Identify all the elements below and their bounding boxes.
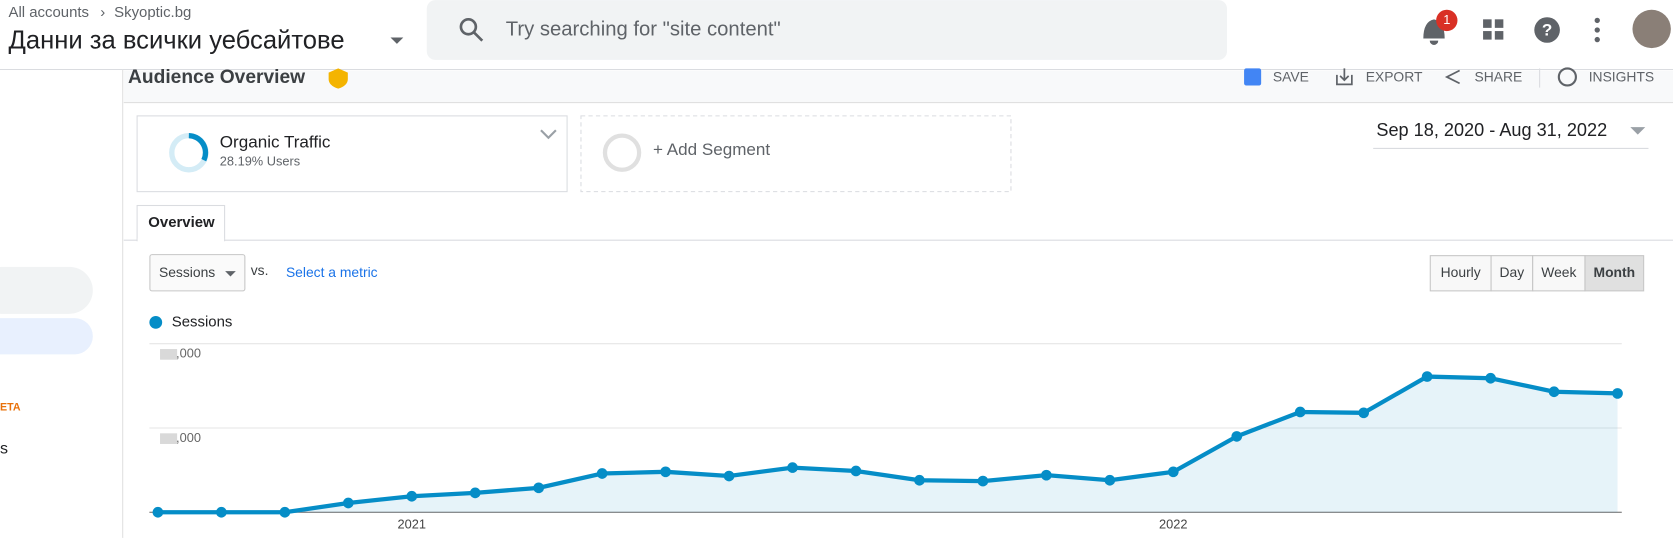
insights-button[interactable]: INSIGHTS bbox=[1589, 69, 1654, 85]
sidebar-item[interactable]: s bbox=[0, 441, 8, 458]
point bbox=[596, 468, 608, 479]
search-placeholder: Try searching for "site content" bbox=[506, 18, 781, 40]
point bbox=[1231, 431, 1243, 442]
point bbox=[977, 475, 989, 487]
point bbox=[533, 482, 545, 494]
more[interactable] bbox=[1594, 17, 1600, 43]
date-range[interactable]: Sep 18, 2020 - Aug 31, 2022 bbox=[1376, 120, 1607, 140]
line bbox=[157, 374, 1618, 515]
svg-text:›: › bbox=[100, 4, 105, 21]
granularity-button[interactable] bbox=[1429, 255, 1492, 292]
point bbox=[660, 466, 671, 478]
breadcrumb[interactable]: Skyoptic.bg bbox=[114, 4, 191, 21]
granularity-button[interactable] bbox=[1532, 255, 1586, 292]
point bbox=[1421, 371, 1433, 382]
legend-label: Sessions bbox=[172, 313, 233, 330]
point bbox=[406, 490, 418, 502]
point bbox=[850, 465, 862, 477]
notification-count: 1 bbox=[1443, 12, 1450, 27]
point bbox=[1167, 466, 1179, 478]
point bbox=[152, 506, 164, 518]
point bbox=[469, 487, 481, 499]
x-tick-label: 2022 bbox=[1159, 516, 1187, 531]
metric-label: Sessions bbox=[159, 264, 215, 280]
point bbox=[1104, 474, 1116, 486]
point bbox=[1358, 407, 1370, 419]
point bbox=[1612, 388, 1623, 399]
point bbox=[216, 506, 227, 518]
granularity-label: Week bbox=[1541, 264, 1576, 280]
segment-card[interactable] bbox=[136, 115, 568, 193]
report-title: Audience Overview bbox=[128, 67, 305, 88]
add-segment-label: + Add Segment bbox=[653, 140, 770, 159]
add-segment[interactable] bbox=[580, 115, 1012, 193]
granularity-button[interactable] bbox=[1584, 255, 1645, 292]
granularity-label: Month bbox=[1594, 264, 1636, 280]
legend-marker bbox=[149, 315, 163, 329]
help[interactable] bbox=[1534, 17, 1560, 43]
tab-label: Overview bbox=[148, 214, 215, 231]
segment-detail: 28.19% Users bbox=[220, 154, 300, 169]
point bbox=[342, 497, 354, 509]
vs-label: vs. bbox=[251, 262, 269, 278]
save-button[interactable]: SAVE bbox=[1273, 69, 1309, 85]
metric-dropdown[interactable] bbox=[149, 254, 246, 292]
y-tick-label: ,000 bbox=[176, 430, 201, 445]
point bbox=[1548, 386, 1560, 398]
granularity-label: Hourly bbox=[1441, 264, 1481, 280]
point bbox=[1485, 372, 1496, 384]
area bbox=[157, 376, 1618, 513]
avatar[interactable] bbox=[1632, 9, 1671, 49]
redaction bbox=[160, 433, 178, 444]
view-selector[interactable]: Данни за всички уебсайтове bbox=[9, 27, 345, 55]
breadcrumb[interactable]: All accounts bbox=[9, 4, 89, 21]
point bbox=[914, 474, 925, 486]
sidebar-section: ETA bbox=[0, 402, 21, 414]
segment-name: Organic Traffic bbox=[220, 133, 331, 152]
select-metric[interactable]: Select a metric bbox=[286, 264, 378, 280]
y-tick-label: ,000 bbox=[176, 346, 201, 361]
point bbox=[1041, 469, 1052, 481]
point bbox=[1294, 406, 1306, 418]
apps[interactable] bbox=[1483, 19, 1504, 40]
point bbox=[787, 462, 798, 473]
share-button[interactable]: SHARE bbox=[1475, 69, 1523, 85]
point bbox=[279, 506, 291, 518]
x-tick-label: 2021 bbox=[398, 516, 426, 531]
export-button[interactable]: EXPORT bbox=[1366, 69, 1423, 85]
granularity-button[interactable] bbox=[1490, 255, 1534, 292]
search-box[interactable] bbox=[426, 0, 1228, 60]
svg-text:?: ? bbox=[1542, 21, 1552, 40]
redaction bbox=[160, 349, 178, 360]
point bbox=[723, 470, 735, 482]
overview-tab[interactable] bbox=[136, 204, 226, 242]
granularity-label: Day bbox=[1500, 264, 1525, 280]
